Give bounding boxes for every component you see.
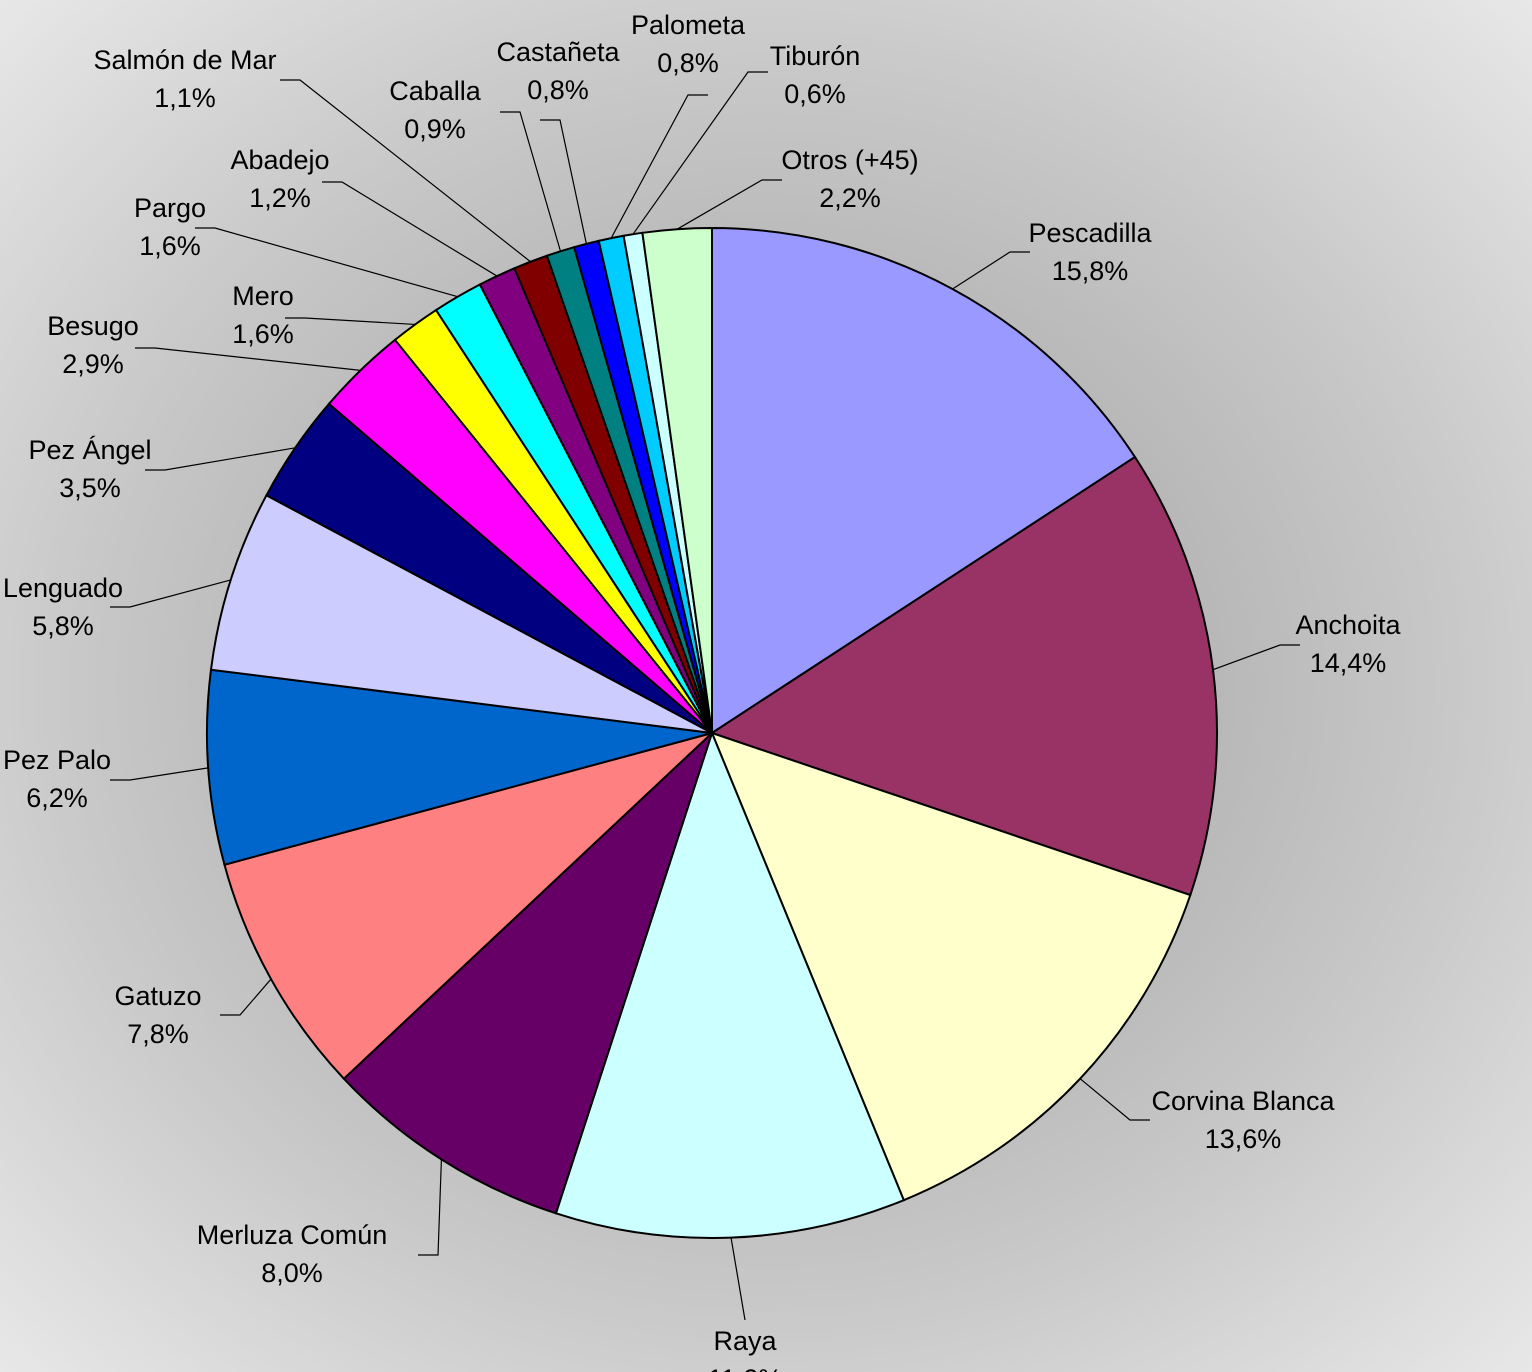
slice-label: Tiburón bbox=[770, 41, 861, 71]
slice-label: Raya bbox=[713, 1326, 777, 1356]
slice-value-label: 15,8% bbox=[1052, 256, 1129, 286]
slice-value-label: 14,4% bbox=[1310, 648, 1387, 678]
slice-label: Pez Ángel bbox=[28, 435, 151, 465]
slice-label: Abadejo bbox=[230, 145, 329, 175]
slice-label: Besugo bbox=[47, 311, 139, 341]
slice-label: Caballa bbox=[389, 76, 482, 106]
slice-label: Corvina Blanca bbox=[1151, 1086, 1335, 1116]
slice-value-label: 1,6% bbox=[232, 319, 294, 349]
slice-label: Mero bbox=[232, 281, 294, 311]
chart: Pescadilla 15,8% Anchoita 14,4% Corvina Blan… bbox=[0, 0, 1532, 1372]
slice-label: Lenguado bbox=[3, 573, 123, 603]
slice-label: Pez Palo bbox=[3, 745, 111, 775]
slice-value-label: 2,9% bbox=[62, 349, 124, 379]
slice-label: Anchoita bbox=[1295, 610, 1401, 640]
slice-label: Otros (+45) bbox=[781, 145, 918, 175]
slice-value-label: 8,0% bbox=[261, 1258, 323, 1288]
slice-value-label: 1,1% bbox=[154, 83, 216, 113]
slice-value-label: 1,2% bbox=[249, 183, 311, 213]
slice-value-label: 0,8% bbox=[657, 48, 719, 78]
slice-label: Palometa bbox=[631, 10, 746, 40]
slice-value-label: 0,8% bbox=[527, 75, 589, 105]
slice-value-label: 5,8% bbox=[32, 611, 94, 641]
slice-value-label: 1,6% bbox=[139, 231, 201, 261]
slice-label: Gatuzo bbox=[114, 981, 201, 1011]
slice-value-label: 7,8% bbox=[127, 1019, 189, 1049]
slice-value-label: 13,6% bbox=[1205, 1124, 1282, 1154]
slice-value-label: 6,2% bbox=[26, 783, 88, 813]
slice-label: Castañeta bbox=[496, 37, 620, 67]
slice-value-label: 0,6% bbox=[784, 79, 846, 109]
slice-value-label: 2,2% bbox=[819, 183, 881, 213]
slice-value-label: 11,2% bbox=[708, 1364, 783, 1372]
slice-value-label: 3,5% bbox=[59, 473, 121, 503]
slice-label: Merluza Común bbox=[197, 1220, 388, 1250]
slice-label: Salmón de Mar bbox=[93, 45, 276, 75]
slice-label: Pescadilla bbox=[1028, 218, 1152, 248]
slice-label: Pargo bbox=[134, 193, 206, 223]
slice-value-label: 0,9% bbox=[404, 114, 466, 144]
